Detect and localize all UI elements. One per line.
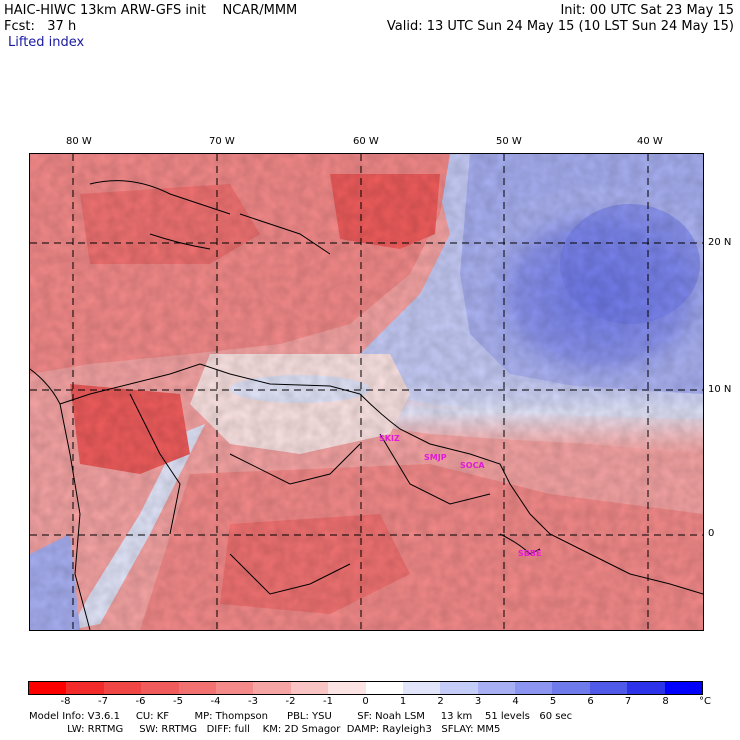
colorbar-cell <box>215 682 254 694</box>
colorbar-cell <box>552 682 590 694</box>
colorbar-tick-label: -3 <box>248 696 258 707</box>
colorbar-tick-label: -8 <box>60 696 71 707</box>
station-smjp: SMJP <box>424 453 447 462</box>
colorbar-cell <box>515 682 553 694</box>
colorbar-tick-label: -4 <box>210 696 221 707</box>
colorbar-cell <box>365 682 403 694</box>
colorbar-cell <box>402 682 441 694</box>
colorbar-tick-label: -6 <box>135 696 146 707</box>
colorbar-cell <box>440 682 478 694</box>
model-info-line2: LW: RRTMG SW: RRTMG DIFF: full KM: 2D Sm… <box>29 724 501 735</box>
lat-lon-grid <box>30 154 703 630</box>
forecast-hour: Fcst: 37 h <box>4 19 77 34</box>
colorbar-cell <box>103 682 142 694</box>
lon-label-50w: 50 W <box>496 136 522 147</box>
colorbar-cell <box>29 682 67 694</box>
colorbar-cell <box>589 682 628 694</box>
colorbar-cell <box>141 682 179 694</box>
lon-label-40w: 40 W <box>637 136 663 147</box>
colorbar-cell <box>66 682 104 694</box>
init-time: Init: 00 UTC Sat 23 May 15 <box>560 3 734 18</box>
colorbar-tick-label: 0 <box>362 696 369 707</box>
model-info-line1: Model Info: V3.6.1 CU: KF MP: Thompson P… <box>29 711 573 722</box>
colorbar-tick-label: -2 <box>285 696 296 707</box>
coastlines <box>30 180 703 630</box>
colorbar-tick-label: 3 <box>474 696 482 707</box>
station-sbbe: SBBE <box>518 549 542 558</box>
station-soca: SOCA <box>460 461 485 470</box>
colorbar-cell <box>477 682 516 694</box>
noise-texture <box>30 154 703 630</box>
colorbar-tick-label: 7 <box>624 696 632 707</box>
lon-label-80w: 80 W <box>66 136 92 147</box>
colorbar-cell <box>627 682 665 694</box>
model-title: HAIC-HIWC 13km ARW-GFS init NCAR/MMM <box>4 3 298 18</box>
colorbar-tick-label: 4 <box>512 696 519 707</box>
colorbar-tick-label: -1 <box>323 696 333 707</box>
lat-label-eq: 0 <box>708 528 715 539</box>
lifted-index-map: SKIZ SMJP SOCA SBBE <box>29 153 704 631</box>
colorbar-tick-label: 8 <box>662 696 669 707</box>
colorbar-cell <box>664 682 703 694</box>
colorbar-tick-label: 1 <box>399 696 407 707</box>
colorbar-unit: °C <box>699 696 711 707</box>
colorbar-tick-label: 6 <box>587 696 594 707</box>
lat-label-20n: 20 N <box>708 237 732 248</box>
colorbar <box>28 681 703 695</box>
colorbar-tick-label: 2 <box>437 696 444 707</box>
lat-label-10n: 10 N <box>708 384 732 395</box>
lon-label-70w: 70 W <box>209 136 235 147</box>
colorbar-cell <box>290 682 329 694</box>
field-name: Lifted index <box>8 35 85 50</box>
colorbar-cell <box>178 682 216 694</box>
valid-time: Valid: 13 UTC Sun 24 May 15 (10 LST Sun … <box>386 19 734 34</box>
colorbar-tick-label: -7 <box>98 696 108 707</box>
colorbar-cell <box>253 682 291 694</box>
colorbar-tick-label: 5 <box>549 696 557 707</box>
lon-label-60w: 60 W <box>353 136 379 147</box>
colorbar-cell <box>328 682 366 694</box>
map-canvas <box>30 154 703 630</box>
station-skiz: SKIZ <box>379 434 400 443</box>
colorbar-tick-label: -5 <box>173 696 183 707</box>
